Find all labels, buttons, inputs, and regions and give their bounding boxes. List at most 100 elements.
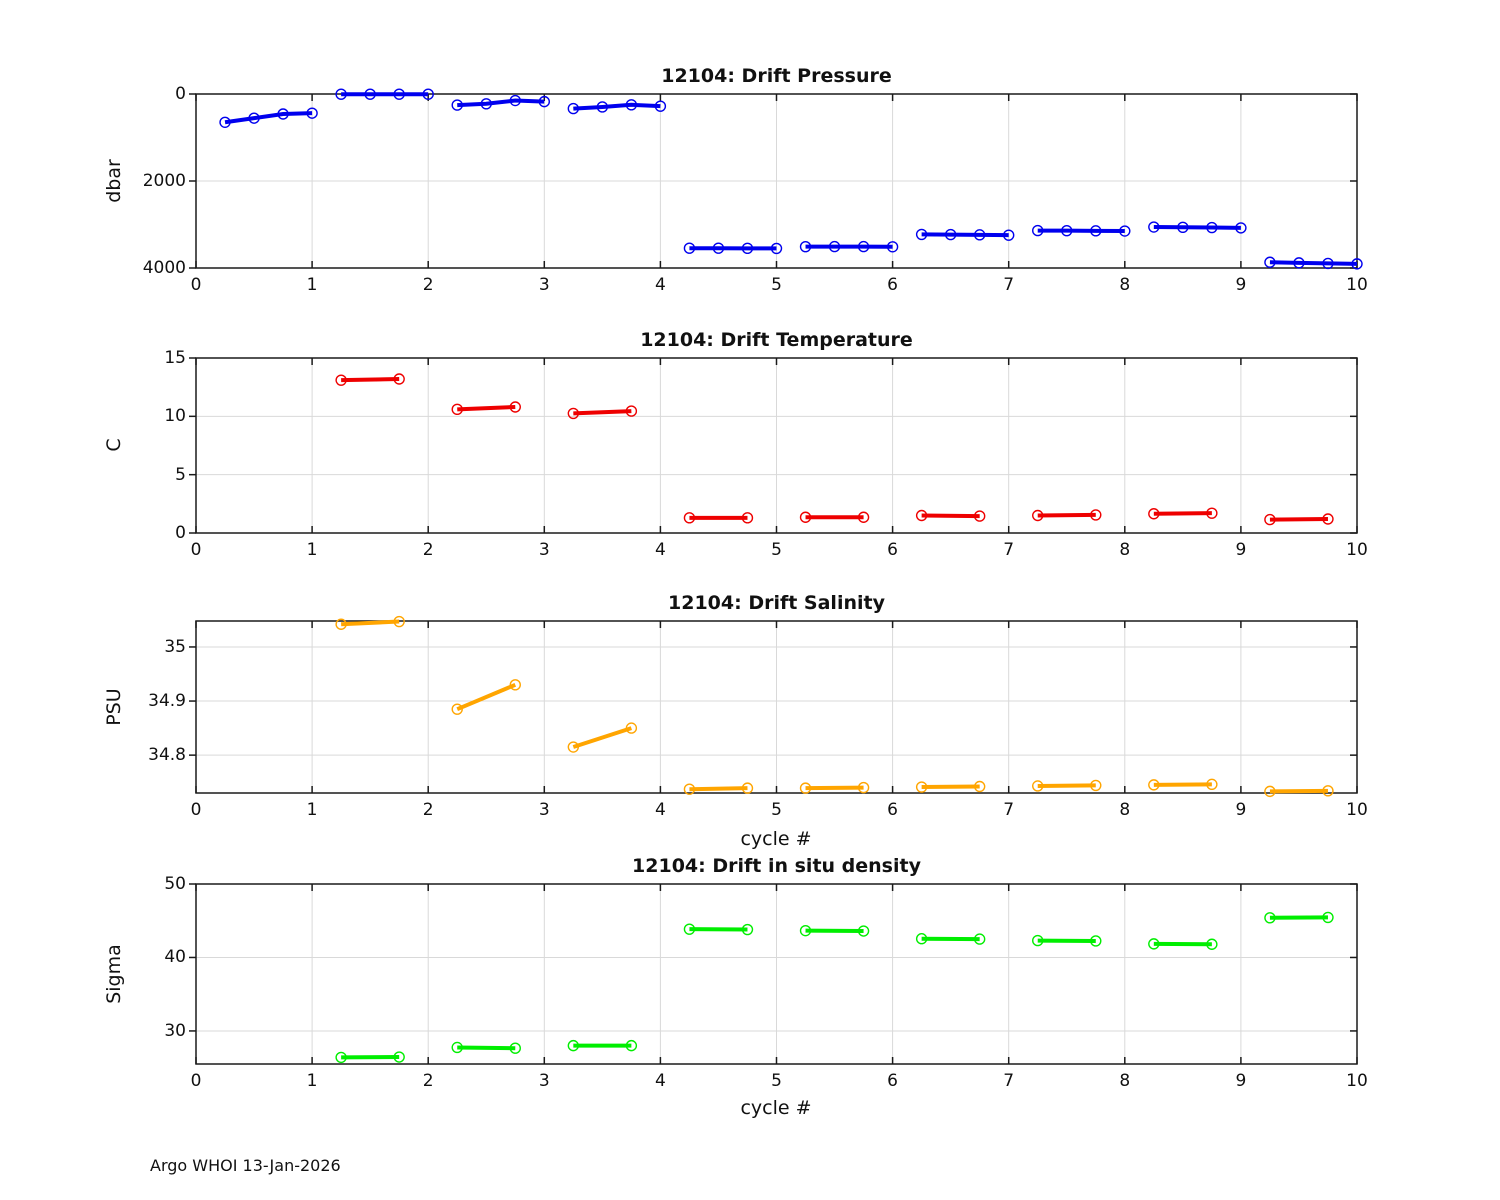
data-point-marker	[1148, 779, 1160, 791]
plot-area-drift-salinity	[189, 615, 1358, 798]
y-tick-label: 40	[164, 947, 186, 968]
x-tick-label: 2	[422, 275, 434, 295]
data-point-marker	[1090, 225, 1102, 237]
title-drift-salinity: 12104: Drift Salinity	[668, 592, 885, 614]
data-point-marker	[915, 509, 928, 522]
x-tick-label: 3	[538, 800, 550, 820]
y-tick-label: 30	[164, 1020, 186, 1041]
data-point-marker	[1032, 509, 1044, 522]
data-point-marker	[1351, 258, 1363, 270]
x-tick-label: 1	[306, 1071, 318, 1091]
plot-area-drift-temperature	[189, 357, 1358, 534]
series-segment	[224, 111, 313, 125]
data-point-marker	[741, 242, 754, 255]
x-tick-label: 3	[538, 540, 550, 560]
series-segment	[1269, 788, 1328, 794]
figure-footer: Argo WHOI 13-Jan-2026	[150, 1156, 341, 1175]
data-point-marker	[1148, 221, 1160, 233]
data-point-marker	[1032, 224, 1044, 237]
data-point-marker	[683, 242, 696, 254]
data-point-marker	[1061, 224, 1073, 237]
y-tick-label: 34.9	[148, 691, 186, 712]
x-tick-label: 2	[422, 1071, 434, 1091]
x-tick-label: 0	[190, 1071, 202, 1091]
series-segment	[341, 619, 400, 627]
data-point-marker	[277, 108, 289, 120]
x-tick-label: 6	[887, 800, 898, 820]
data-point-marker	[944, 228, 957, 241]
data-point-marker	[683, 783, 696, 795]
x-tick-label: 0	[190, 540, 202, 560]
x-tick-label: 4	[654, 800, 666, 820]
series-segment	[572, 726, 632, 749]
series-segment	[573, 409, 632, 416]
data-point-marker	[509, 401, 521, 413]
series-segment	[921, 784, 980, 790]
data-point-marker	[1206, 778, 1218, 791]
data-point-marker	[1032, 780, 1044, 792]
x-tick-label: 10	[1346, 800, 1368, 820]
data-point-marker	[538, 95, 550, 108]
x-tick-label: 6	[887, 540, 898, 560]
series-segment	[1153, 225, 1241, 230]
x-tick-label: 7	[1003, 800, 1015, 820]
y-axis-label-sigma: Sigma	[103, 944, 125, 1004]
data-point-marker	[1148, 938, 1160, 950]
x-tick-label: 9	[1235, 1071, 1247, 1091]
data-point-marker	[567, 407, 580, 420]
data-point-marker	[335, 1051, 347, 1064]
x-tick-label: 8	[1119, 275, 1131, 295]
x-tick-label: 8	[1119, 1071, 1131, 1091]
data-point-marker	[799, 924, 812, 937]
series-segment	[1037, 783, 1096, 788]
x-axis-label-cycle-density: cycle #	[740, 1097, 812, 1119]
x-tick-label: 1	[306, 540, 318, 560]
data-point-marker	[509, 679, 521, 691]
title-drift-pressure: 12104: Drift Pressure	[661, 65, 892, 87]
x-tick-label: 7	[1003, 540, 1015, 560]
data-point-marker	[799, 782, 812, 794]
data-point-marker	[393, 615, 405, 628]
x-tick-label: 4	[654, 540, 666, 560]
data-point-marker	[1322, 911, 1334, 924]
data-point-marker	[712, 242, 725, 254]
y-tick-label: 10	[164, 406, 186, 427]
x-tick-label: 10	[1346, 1071, 1368, 1091]
y-tick-label: 4000	[142, 258, 186, 278]
x-axis-label-cycle-salinity: cycle #	[740, 828, 812, 850]
series-segment	[921, 513, 980, 519]
x-tick-label: 9	[1235, 800, 1247, 820]
data-point-marker	[393, 373, 405, 385]
data-point-marker	[625, 405, 638, 417]
x-tick-label: 1	[306, 800, 318, 820]
x-tick-label: 7	[1003, 275, 1015, 295]
data-point-marker	[1119, 225, 1131, 237]
data-point-marker	[306, 107, 318, 119]
data-point-marker	[335, 618, 347, 630]
data-point-marker	[422, 88, 434, 100]
data-point-marker	[973, 229, 986, 241]
data-point-marker	[1090, 509, 1102, 521]
data-point-marker	[1264, 785, 1276, 798]
series-segment	[1269, 260, 1358, 266]
x-tick-label: 7	[1003, 1071, 1015, 1091]
data-point-marker	[973, 933, 986, 945]
title-drift-temperature: 12104: Drift Temperature	[640, 329, 913, 351]
data-point-marker	[1322, 257, 1334, 270]
x-tick-label: 4	[654, 275, 666, 295]
data-point-marker	[1235, 222, 1247, 234]
x-tick-label: 5	[771, 1071, 782, 1091]
data-point-marker	[509, 94, 521, 107]
y-tick-label: 2000	[142, 171, 186, 191]
x-tick-label: 1	[306, 275, 318, 295]
series-segment	[921, 232, 1009, 238]
x-tick-label: 9	[1235, 275, 1247, 295]
x-tick-label: 5	[771, 540, 782, 560]
data-point-marker	[596, 101, 609, 113]
series-segment	[457, 1045, 516, 1051]
data-point-marker	[1322, 513, 1334, 525]
data-point-marker	[973, 780, 986, 793]
data-point-marker	[451, 99, 463, 111]
y-tick-label: 35	[164, 636, 186, 657]
